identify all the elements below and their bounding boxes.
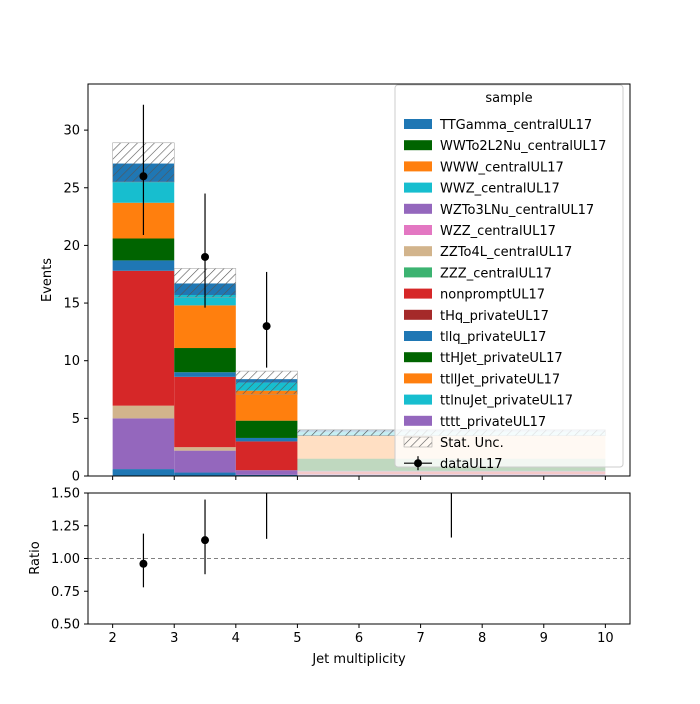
- legend-swatch: [404, 246, 432, 257]
- legend-title: sample: [485, 91, 532, 106]
- y-tick-label: 5: [72, 412, 80, 427]
- ratio-point: [201, 536, 210, 545]
- ratio-y-tick-label: 0.75: [51, 585, 80, 600]
- legend-label: dataUL17: [440, 457, 503, 472]
- x-tick-label: 6: [355, 631, 363, 646]
- legend-label: TTGamma_centralUL17: [439, 118, 592, 133]
- legend-label: WWTo2L2Nu_centralUL17: [440, 139, 606, 154]
- x-tick-label: 7: [416, 631, 424, 646]
- x-tick-label: 2: [108, 631, 116, 646]
- legend-label: WZZ_centralUL17: [440, 224, 556, 239]
- bar-segment: [297, 470, 606, 472]
- data-points: [139, 104, 271, 368]
- ratio-point: [139, 559, 148, 568]
- legend-swatch: [404, 161, 432, 172]
- bar-segment: [174, 472, 236, 476]
- bar-segment: [174, 450, 236, 473]
- y-tick-label: 15: [63, 297, 80, 312]
- x-tick-label: 10: [597, 631, 614, 646]
- legend-swatch: [404, 225, 432, 235]
- legend-swatch: [404, 140, 432, 151]
- ratio-points: [139, 493, 452, 588]
- x-tick-label: 3: [170, 631, 178, 646]
- ratio-y-tick-label: 1.50: [51, 487, 80, 502]
- legend-items: TTGamma_centralUL17 WWTo2L2Nu_centralUL17…: [403, 118, 606, 472]
- legend-swatch: [404, 309, 432, 320]
- legend-swatch: [404, 119, 432, 129]
- legend-swatch: [404, 352, 432, 363]
- bar-segment: [297, 474, 606, 476]
- legend-swatch: [404, 203, 432, 214]
- legend-swatch: [404, 373, 432, 384]
- legend-label: ttHJet_privateUL17: [440, 351, 563, 366]
- legend-label: WZTo3LNu_centralUL17: [440, 203, 594, 218]
- ratio-y-tick-label: 1.25: [51, 519, 80, 534]
- bar-segment: [112, 418, 175, 470]
- data-point: [262, 322, 271, 331]
- legend-label: nonpromptUL17: [440, 288, 545, 303]
- legend-swatch-stat-unc: [403, 436, 433, 448]
- y-tick-label: 30: [63, 124, 80, 139]
- x-tick-label: 4: [232, 631, 240, 646]
- bar-segment: [174, 305, 236, 349]
- bar-segment: [112, 270, 175, 406]
- x-tick-label: 8: [478, 631, 486, 646]
- legend-label: WWW_centralUL17: [440, 160, 564, 175]
- ratio-x-ticks: 2 3 4 5 6 7 8 9 10: [108, 624, 614, 646]
- y-tick-label: 20: [63, 239, 80, 254]
- legend-swatch: [404, 288, 432, 299]
- main-x-ticks: [112, 476, 606, 480]
- legend-swatch: [404, 331, 432, 341]
- data-point: [139, 172, 148, 181]
- legend-label: ZZZ_centralUL17: [440, 266, 552, 281]
- y-tick-label: 10: [63, 354, 80, 369]
- bar-segment: [235, 474, 298, 476]
- ratio-y-ticks: 0.50 0.75 1.00 1.25 1.50: [51, 487, 88, 633]
- ratio-y-tick-label: 0.50: [51, 618, 80, 633]
- bar-segment: [112, 469, 175, 476]
- legend-label: ZZTo4L_centralUL17: [440, 245, 572, 260]
- x-axis-label: Jet multiplicity: [311, 652, 406, 667]
- bar-segment: [235, 420, 298, 438]
- bar-segment: [174, 372, 236, 377]
- bar-segment: [235, 470, 298, 475]
- ratio-panel: 0.50 0.75 1.00 1.25 1.50 2 3 4 5 6 7 8 9 10 Ratio Je…: [28, 487, 631, 667]
- bar-segment: [112, 260, 175, 271]
- data-point: [201, 252, 210, 261]
- bar-segment: [297, 471, 606, 475]
- legend-label: ttlnuJet_privateUL17: [440, 394, 573, 409]
- legend-data-marker: [414, 459, 422, 468]
- legend-label: Stat. Unc.: [440, 436, 504, 451]
- bar-segment: [112, 405, 175, 419]
- bar-segment: [235, 441, 298, 471]
- legend-label: WWZ_centralUL17: [440, 182, 560, 197]
- legend-swatch: [404, 182, 432, 193]
- legend-swatch: [404, 415, 432, 426]
- legend-swatch: [404, 394, 432, 405]
- bar-segment: [174, 376, 236, 448]
- legend: sample TTGamma_centralUL17 WWTo2L2Nu_cent…: [394, 84, 624, 472]
- bar-segment: [235, 390, 298, 421]
- stat-unc-band: [235, 370, 298, 395]
- y-tick-label: 25: [63, 181, 80, 196]
- y-tick-label: 0: [72, 470, 80, 485]
- ratio-y-tick-label: 1.00: [51, 552, 80, 567]
- legend-label: tHq_privateUL17: [440, 309, 549, 324]
- main-y-axis-label: Events: [40, 258, 55, 302]
- legend-label: ttllJet_privateUL17: [440, 372, 560, 387]
- legend-label: tttt_privateUL17: [440, 415, 546, 430]
- bar-segment: [112, 238, 175, 261]
- bar-segment: [174, 447, 236, 451]
- bar-segment: [174, 348, 236, 373]
- legend-swatch: [404, 267, 432, 278]
- x-tick-label: 9: [540, 631, 548, 646]
- legend-box: [394, 84, 624, 468]
- main-y-ticks: 0 5 10 15 20 25 30: [63, 124, 88, 485]
- bar-segment: [235, 437, 298, 442]
- x-tick-label: 5: [293, 631, 301, 646]
- legend-label: tllq_privateUL17: [440, 330, 546, 345]
- ratio-y-axis-label: Ratio: [28, 541, 43, 574]
